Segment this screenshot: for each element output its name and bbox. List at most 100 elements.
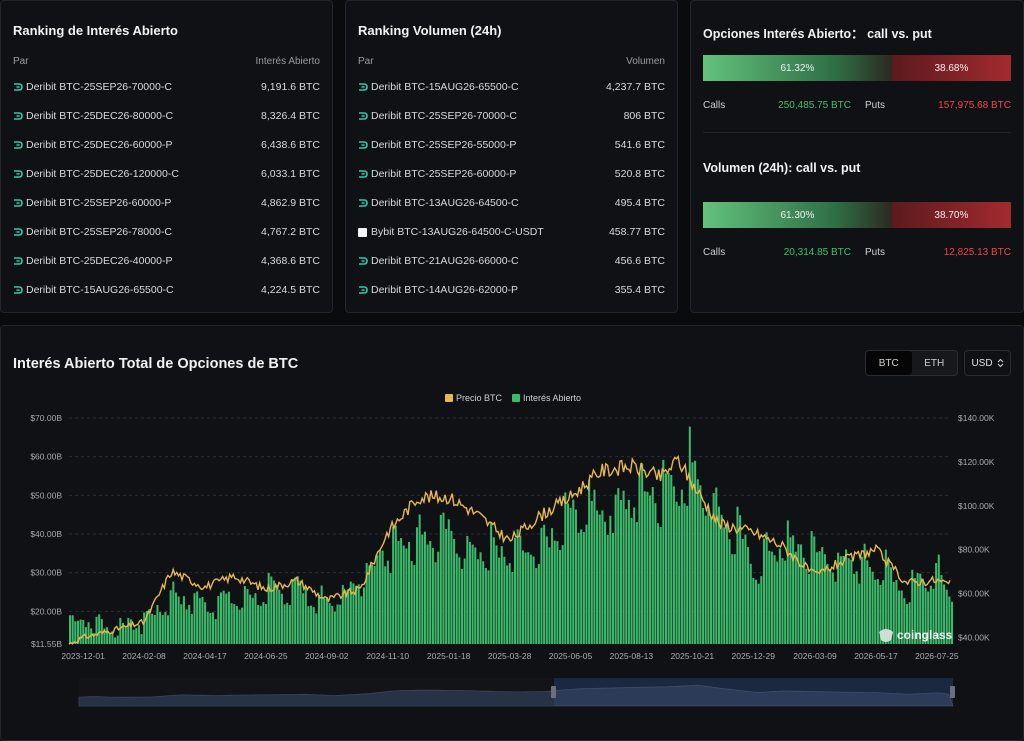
oi-bar [145, 611, 148, 644]
oi-bar [328, 603, 331, 644]
oi-bar [911, 569, 914, 644]
oi-bar [82, 619, 85, 644]
oi-bar [95, 616, 98, 644]
oi-bar [349, 581, 352, 644]
x-tick-label: 2025-08-13 [610, 651, 654, 661]
oi-bar [90, 628, 93, 644]
table-row[interactable]: Deribit BTC-25DEC26-40000-P 4,368.6 BTC [13, 255, 320, 284]
oi-bar [172, 581, 175, 644]
value-cell: 495.4 BTC [614, 197, 665, 209]
oi-bar [235, 606, 238, 644]
table-row[interactable]: Deribit BTC-25DEC26-60000-P 6,438.6 BTC [13, 139, 320, 168]
pair-cell[interactable]: Deribit BTC-14AUG26-62000-P [358, 284, 518, 296]
oi-bar [214, 619, 217, 644]
oi-bar [193, 593, 196, 644]
volume-calls-value: 20,314.85 BTC [783, 247, 851, 258]
pair-cell[interactable]: Deribit BTC-25SEP26-55000-P [358, 139, 516, 151]
pair-cell[interactable]: Deribit BTC-15AUG26-65500-C [358, 81, 519, 93]
table-row[interactable]: Deribit BTC-25SEP26-70000-C 806 BTC [358, 110, 665, 139]
oi-bar [577, 532, 580, 644]
oi-bar [731, 554, 734, 644]
oi-bar [167, 615, 170, 644]
oi-bar [688, 426, 691, 644]
pair-cell[interactable]: Deribit BTC-25SEP26-60000-P [13, 197, 171, 209]
oi-bar [378, 549, 381, 644]
oi-bar [863, 543, 866, 644]
oi-bar [622, 490, 625, 644]
pair-name: Deribit BTC-25SEP26-70000-C [26, 81, 172, 93]
oi-bar [185, 609, 188, 644]
pair-cell[interactable]: Deribit BTC-25SEP26-70000-C [13, 81, 172, 93]
deribit-icon [359, 83, 368, 91]
table-row[interactable]: Deribit BTC-25DEC26-120000-C 6,033.1 BTC [13, 168, 320, 197]
oi-bar [654, 503, 657, 644]
oi-bar [794, 551, 797, 644]
toggle-eth-button[interactable]: ETH [924, 357, 945, 369]
col-volume-header: Volumen [626, 56, 665, 67]
table-row[interactable]: Deribit BTC-14AUG26-62000-P 355.4 BTC [358, 284, 665, 313]
oi-bar [598, 514, 601, 644]
oi-bar [927, 591, 930, 644]
table-row[interactable]: Deribit BTC-25SEP26-60000-P 520.8 BTC [358, 168, 665, 197]
oi-bar [527, 552, 530, 644]
oi-bar [892, 582, 895, 644]
value-cell: 8,326.4 BTC [261, 110, 320, 122]
pair-cell[interactable]: Deribit BTC-25DEC26-80000-C [13, 110, 173, 122]
pair-cell[interactable]: Deribit BTC-13AUG26-64500-C [358, 197, 519, 209]
legend-item-price[interactable]: Precio BTC [444, 393, 502, 403]
pair-cell[interactable]: Deribit BTC-25DEC26-120000-C [13, 168, 179, 180]
pair-cell[interactable]: Bybit BTC-13AUG26-64500-C-USDT [358, 226, 544, 238]
coinglass-logo-icon [879, 629, 893, 642]
oi-bar [630, 518, 633, 644]
y-left-tick-label: $50.00B [30, 490, 62, 500]
oi-bar [344, 590, 347, 644]
navigator-left-handle[interactable] [551, 686, 556, 698]
pair-cell[interactable]: Deribit BTC-15AUG26-65500-C [13, 284, 174, 296]
pair-name: Deribit BTC-21AUG26-66000-C [371, 255, 519, 267]
oi-bar [521, 550, 524, 644]
legend-item-oi[interactable]: Interés Abierto [511, 393, 581, 403]
table-row[interactable]: Deribit BTC-21AUG26-66000-C 456.6 BTC [358, 255, 665, 284]
oi-bar [108, 632, 111, 644]
volume-call-put-bar: 61.30% 38.70% [703, 202, 1011, 228]
oi-bar [437, 551, 440, 644]
pair-cell[interactable]: Deribit BTC-25DEC26-40000-P [13, 255, 172, 267]
pair-cell[interactable]: Deribit BTC-25SEP26-78000-C [13, 226, 172, 238]
table-row[interactable]: Deribit BTC-25SEP26-55000-P 541.6 BTC [358, 139, 665, 168]
oi-bar [675, 501, 678, 644]
navigator-right-handle[interactable] [950, 686, 955, 698]
currency-select[interactable]: USD [964, 350, 1011, 376]
x-tick-label: 2025-06-05 [549, 651, 593, 661]
pair-cell[interactable]: Deribit BTC-21AUG26-66000-C [358, 255, 519, 267]
oi-bar [680, 489, 683, 644]
toggle-btc-button[interactable]: BTC [866, 351, 912, 375]
oi-bar [717, 506, 720, 644]
table-row[interactable]: Deribit BTC-25SEP26-70000-C 9,191.6 BTC [13, 81, 320, 110]
oi-bar [638, 472, 641, 644]
table-row[interactable]: Deribit BTC-25SEP26-78000-C 4,767.2 BTC [13, 226, 320, 255]
table-row[interactable]: Bybit BTC-13AUG26-64500-C-USDT 458.77 BTC [358, 226, 665, 255]
table-row[interactable]: Deribit BTC-25DEC26-80000-C 8,326.4 BTC [13, 110, 320, 139]
table-row[interactable]: Deribit BTC-15AUG26-65500-C 4,237.7 BTC [358, 81, 665, 110]
oi-bar [908, 602, 911, 644]
oi-bar [837, 552, 840, 644]
pair-cell[interactable]: Deribit BTC-25DEC26-60000-P [13, 139, 172, 151]
table-row[interactable]: Deribit BTC-25SEP26-60000-P 4,862.9 BTC [13, 197, 320, 226]
oi-calls-percent: 61.32% [780, 62, 815, 74]
oi-chart[interactable]: $11.55B $20.00B $30.00B $40.00B $50.00B $60.0… [1, 326, 1023, 740]
oi-bar [905, 604, 909, 644]
oi-bar [241, 607, 244, 644]
volume-calls-label: Calls [703, 247, 726, 258]
oi-bar [590, 500, 593, 644]
oi-bar [508, 563, 511, 644]
pair-cell[interactable]: Deribit BTC-25SEP26-60000-P [358, 168, 516, 180]
oi-bar [585, 524, 588, 644]
oi-bar [556, 541, 559, 644]
oi-bar [410, 561, 413, 644]
table-row[interactable]: Deribit BTC-15AUG26-65500-C 4,224.5 BTC [13, 284, 320, 313]
pair-cell[interactable]: Deribit BTC-25SEP26-70000-C [358, 110, 517, 122]
table-row[interactable]: Deribit BTC-13AUG26-64500-C 495.4 BTC [358, 197, 665, 226]
value-cell: 355.4 BTC [614, 284, 665, 296]
y-right-tick-label: $120.00K [958, 457, 995, 467]
oi-bar [212, 612, 215, 644]
